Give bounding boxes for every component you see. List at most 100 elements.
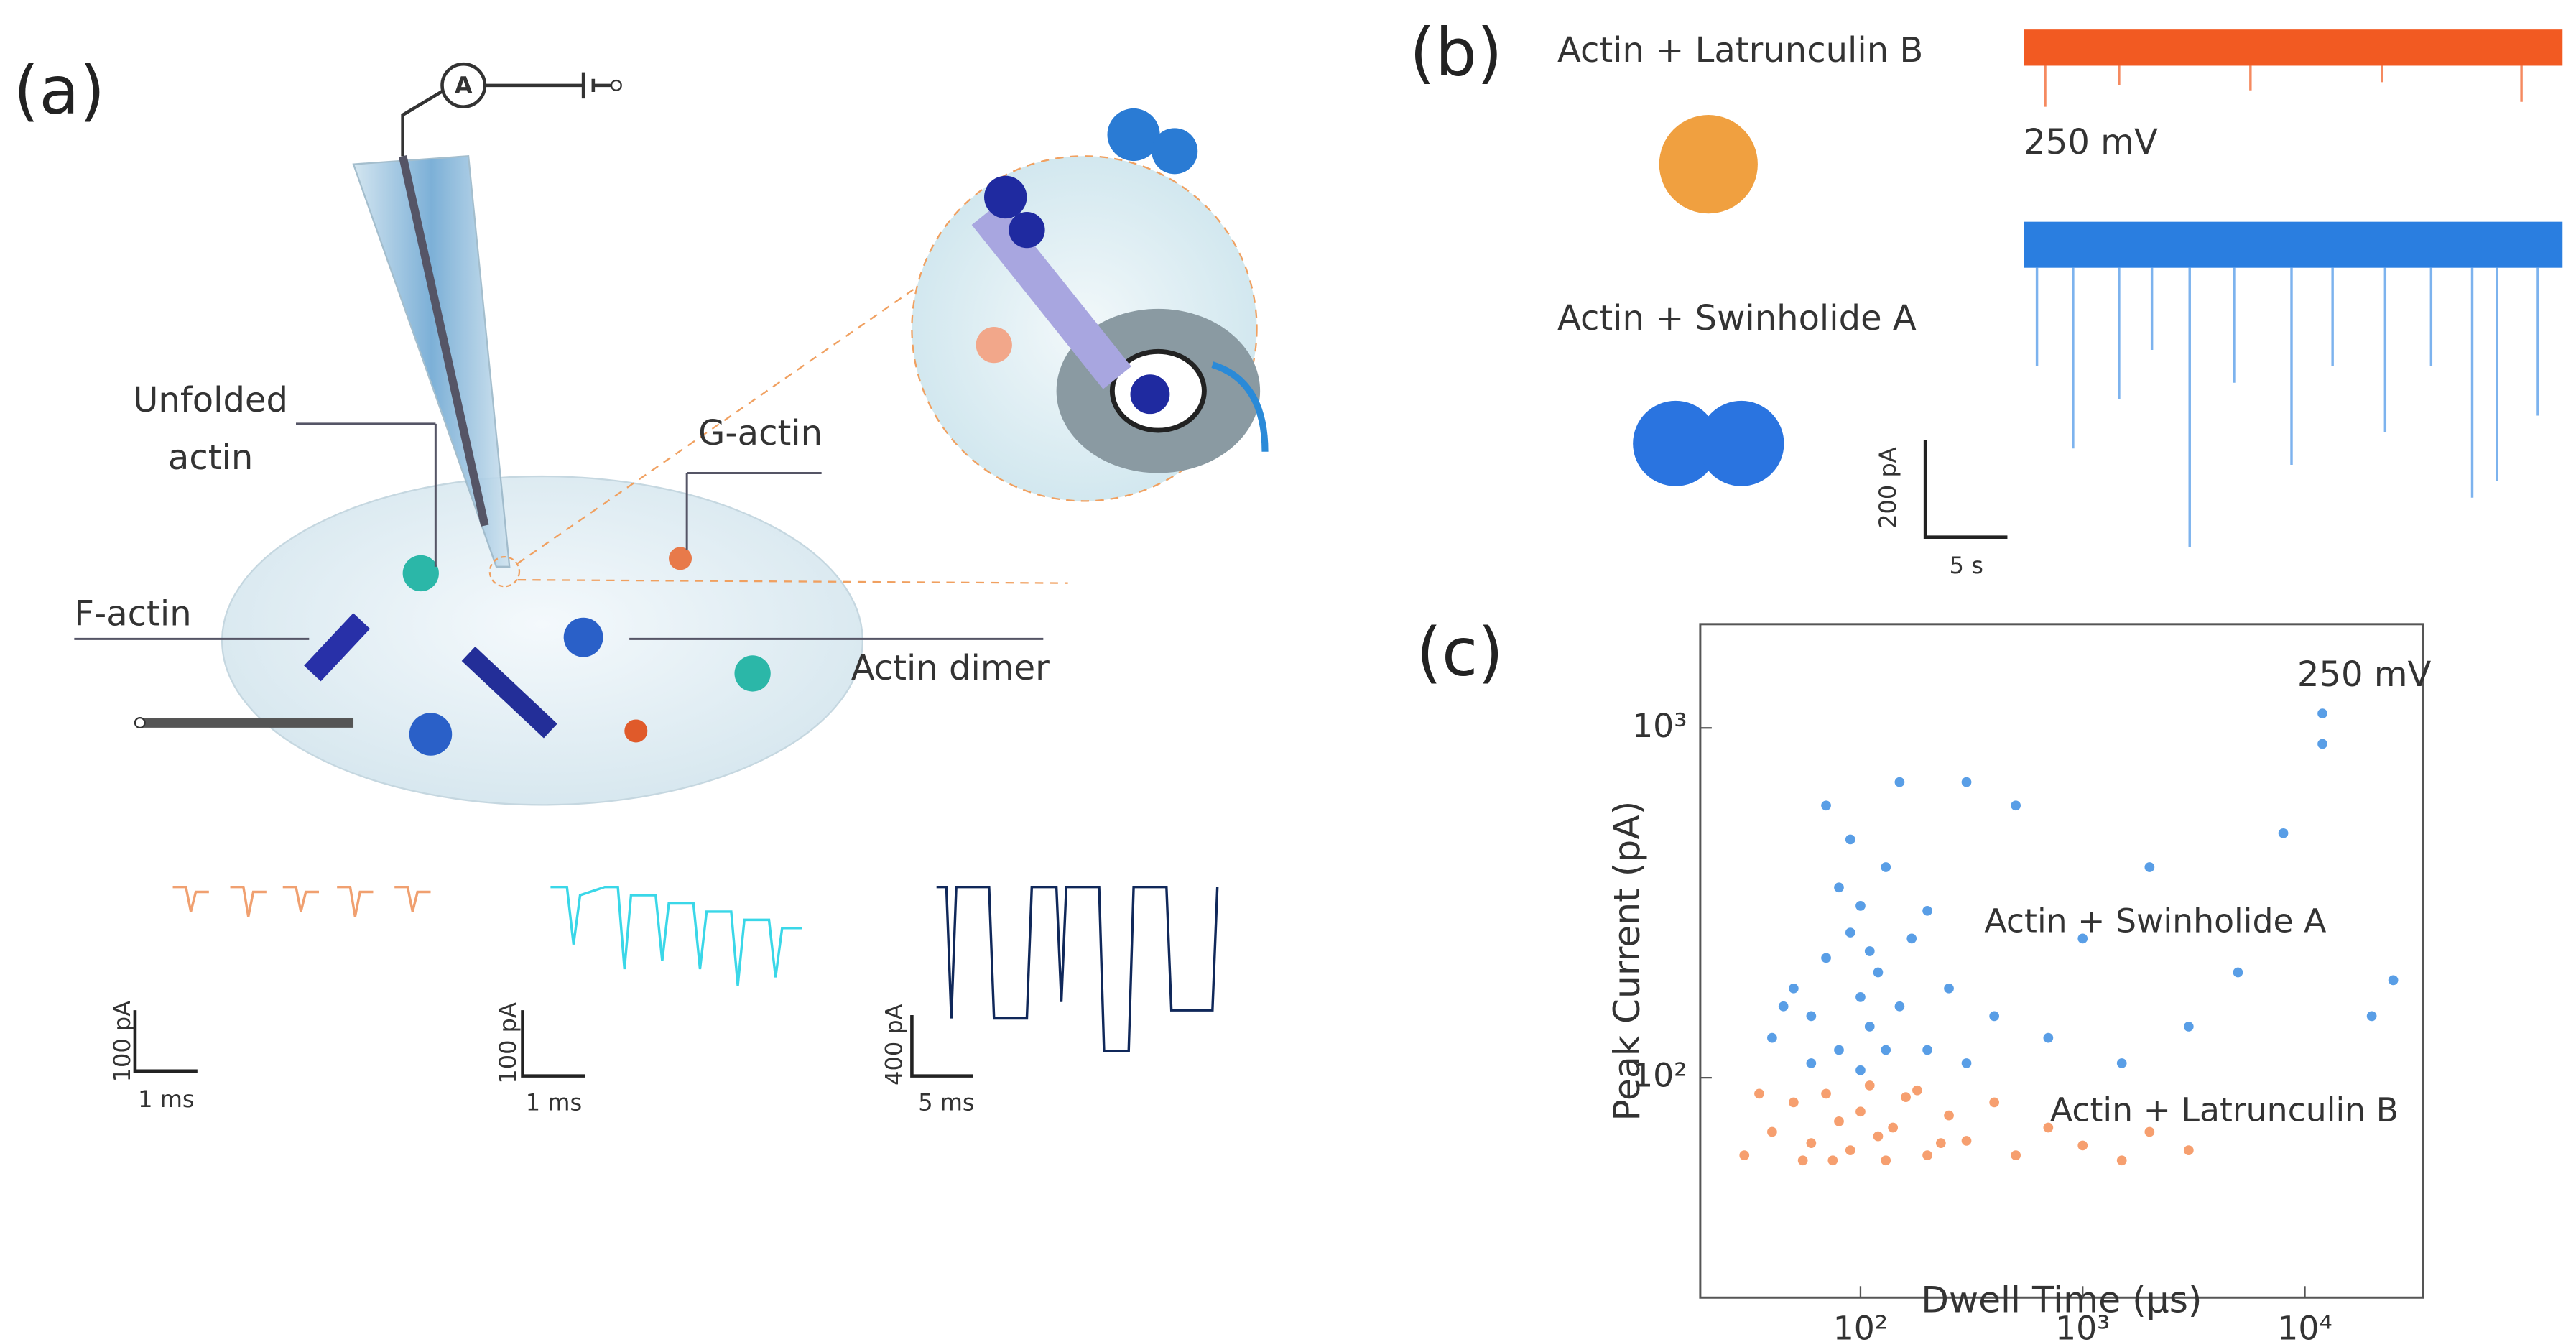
point (1881, 862, 1891, 872)
point (1906, 933, 1917, 944)
point (1806, 1011, 1817, 1022)
point (1864, 1022, 1875, 1032)
point (1806, 1058, 1817, 1068)
point (1912, 1085, 1922, 1096)
panel-b-art (1633, 29, 2563, 547)
point (1834, 1116, 1844, 1126)
label: Actin + Latrunculin B (1557, 30, 1923, 70)
label: 250 mV (2024, 122, 2158, 162)
point (1845, 927, 1855, 938)
point (2388, 975, 2399, 986)
point (1944, 1110, 1954, 1121)
point (2317, 739, 2327, 749)
point (2183, 1145, 2194, 1156)
point (2043, 1032, 2054, 1043)
point (1989, 1097, 2000, 1108)
legend-label: Actin + Latrunculin B (2050, 1091, 2399, 1129)
point (1894, 1001, 1905, 1012)
label: actin (168, 438, 253, 478)
point (1901, 1092, 1911, 1102)
point (1864, 1080, 1875, 1091)
point (2011, 1150, 2021, 1160)
point (1961, 1136, 1972, 1146)
point (1834, 882, 1844, 893)
point (1754, 1088, 1764, 1099)
point (1788, 1097, 1799, 1108)
point (1739, 1150, 1750, 1160)
point (1888, 1122, 1899, 1133)
point (1827, 1155, 1838, 1166)
point (1778, 1001, 1789, 1012)
scale-label: 5 ms (918, 1088, 974, 1116)
point (2077, 1140, 2088, 1151)
point (1788, 983, 1799, 994)
panel-label: (c) (1416, 614, 1504, 690)
annotation: 250 mV (2297, 654, 2432, 695)
point (1821, 1088, 1831, 1099)
point (1873, 1131, 1884, 1142)
point (2366, 1011, 2377, 1022)
scale-label: 100 pA (494, 1002, 522, 1084)
point (1855, 901, 1866, 911)
point (1821, 953, 1831, 963)
point (1881, 1155, 1891, 1166)
point (1767, 1126, 1777, 1137)
point (1881, 1045, 1891, 1055)
label: Unfolded (133, 380, 288, 420)
x-tick-label: 10³ (2055, 1309, 2111, 1342)
scale-label: 1 ms (138, 1086, 194, 1113)
point (1855, 1106, 1866, 1117)
point (2144, 862, 2155, 872)
point (1922, 1045, 1932, 1055)
point (1961, 1058, 1972, 1068)
x-tick-label: 10⁴ (2277, 1309, 2332, 1342)
point (2317, 708, 2327, 718)
label: G-actin (698, 413, 823, 453)
point (1821, 800, 1831, 811)
point (1922, 1150, 1932, 1160)
point (2144, 1126, 2155, 1137)
panel-label: (b) (1409, 14, 1502, 91)
y-tick-label: 10² (1632, 1057, 1687, 1095)
x-axis-title: Dwell Time (µs) (1921, 1279, 2202, 1321)
label: Actin + Swinholide A (1557, 298, 1917, 338)
x-tick-label: 10² (1833, 1309, 1889, 1342)
ammeter-label: A (455, 72, 473, 99)
point (2233, 967, 2243, 978)
point (1894, 777, 1905, 787)
label: F-actin (74, 593, 191, 634)
legend-label: Actin + Swinholide A (1984, 902, 2326, 940)
point (2116, 1155, 2127, 1166)
point (1864, 946, 1875, 956)
label: Actin dimer (851, 648, 1050, 688)
point (2043, 1122, 2054, 1133)
scale-label: 5 s (1950, 552, 1983, 579)
point (1944, 983, 1954, 994)
panel-label: (a) (14, 52, 105, 129)
plot-frame (1699, 623, 2424, 1299)
point (2011, 800, 2021, 811)
panel-a-art (74, 62, 1269, 1078)
scale-label: 200 pA (1874, 447, 1901, 529)
point (2077, 933, 2088, 944)
point (2116, 1058, 2127, 1068)
point (2183, 1022, 2194, 1032)
point (1922, 905, 1932, 916)
point (1845, 1145, 1855, 1156)
point (1845, 834, 1855, 845)
point (1935, 1138, 1946, 1149)
point (1767, 1032, 1777, 1043)
scale-label: 400 pA (881, 1004, 908, 1086)
point (1961, 777, 1972, 787)
point (1873, 967, 1884, 978)
point (1855, 1065, 1866, 1075)
scale-label: 100 pA (108, 1001, 136, 1083)
point (1989, 1011, 2000, 1022)
point (1806, 1138, 1817, 1149)
point (1855, 992, 1866, 1002)
point (1834, 1045, 1844, 1055)
y-tick-label: 10³ (1632, 707, 1687, 745)
point (1797, 1155, 1808, 1166)
scale-label: 1 ms (526, 1088, 582, 1116)
